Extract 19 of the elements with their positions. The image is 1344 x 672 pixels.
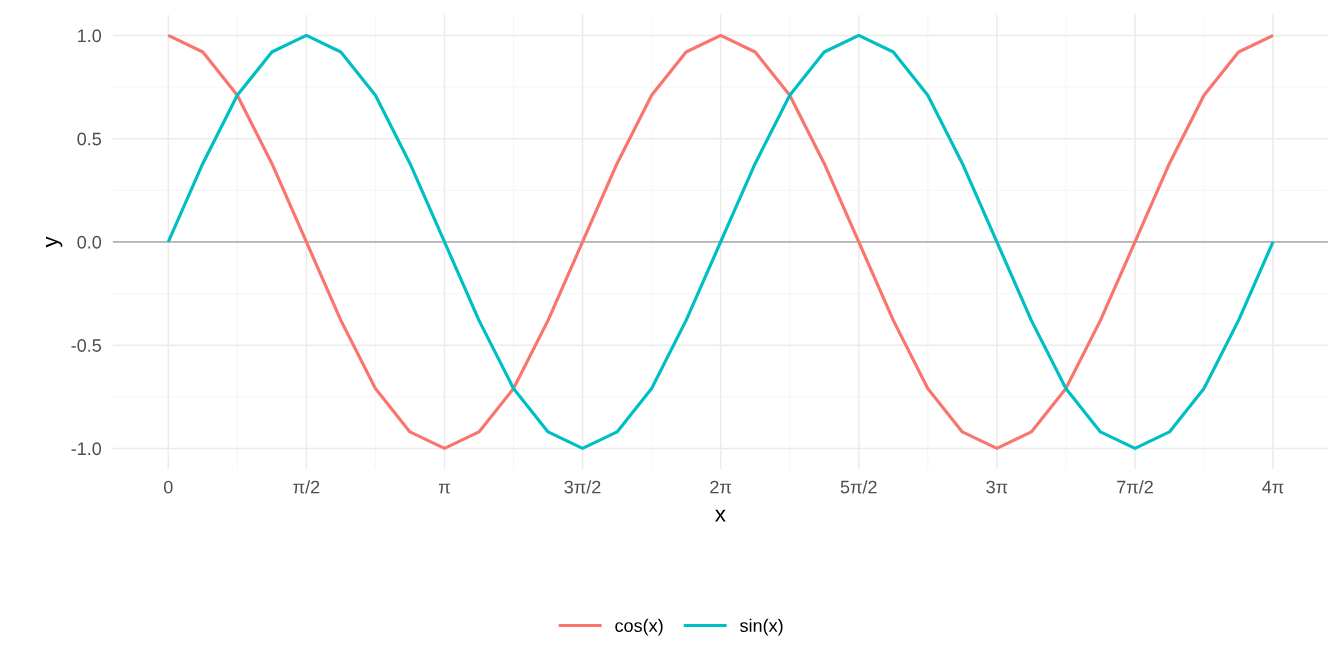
x-tick-label: π/2 [293,480,320,494]
x-tick-label: 2π [710,480,732,494]
y-tick-label: -0.5 [71,339,102,352]
x-tick-label: 4π [1262,480,1284,494]
x-tick-label: 3π/2 [564,480,601,494]
x-axis-title: x [715,509,726,522]
y-tick-label: 0.5 [77,132,102,146]
x-tick-label: 3π [986,480,1008,494]
x-tick-label: 5π/2 [840,480,877,494]
legend-label: cos(x) [615,618,663,636]
legend-label: sin(x) [740,618,783,636]
y-tick-label: -1.0 [71,442,102,456]
x-tick-label: π [438,483,450,494]
y-tick-label: 0.0 [77,235,102,249]
x-tick-label: 7π/2 [1117,480,1153,494]
y-tick-label: 1.0 [78,29,102,43]
line-series [166,33,1275,451]
y-axis-title: y [45,236,63,248]
x-tick-label: 0 [163,480,173,494]
